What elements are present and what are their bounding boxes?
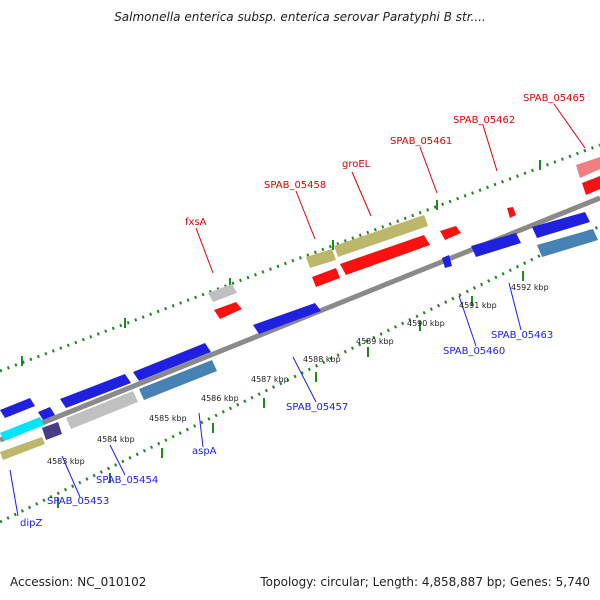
genome-summary-label: Topology: circular; Length: 4,858,887 bp… — [260, 575, 590, 589]
bottom-leader-lines — [9, 282, 522, 517]
gene-feature-olive[interactable] — [0, 437, 45, 460]
gene-feature-blue[interactable] — [253, 303, 321, 334]
upper-dotted-guide — [0, 143, 600, 373]
gene-feature-blue[interactable] — [133, 343, 211, 381]
gene-feature-red[interactable] — [440, 226, 461, 240]
gene-label[interactable]: SPAB_05463 — [491, 330, 553, 341]
gene-label[interactable]: aspA — [192, 446, 217, 457]
gene-feature-silver[interactable] — [66, 391, 138, 429]
gene-feature-steel[interactable] — [537, 229, 598, 257]
gene-feature-blue[interactable] — [38, 407, 55, 420]
gene-label[interactable]: SPAB_05462 — [453, 115, 515, 126]
gene-feature-olive[interactable] — [334, 215, 428, 257]
ruler-label: 4584 kbp — [97, 435, 135, 444]
gene-feature-red[interactable] — [340, 235, 430, 275]
lower-major-ticks — [57, 271, 524, 508]
gene-feature-pink[interactable] — [576, 157, 600, 178]
gene-label[interactable]: SPAB_05454 — [96, 475, 158, 486]
gene-label[interactable]: fxsA — [185, 217, 207, 228]
gene-feature-blue[interactable] — [0, 398, 35, 418]
gene-feature-blue[interactable] — [442, 255, 452, 268]
ruler-label: 4589 kbp — [356, 337, 394, 346]
ruler-labels: 4583 kbp 4584 kbp 4585 kbp 4586 kbp 4587… — [47, 283, 549, 466]
gene-feature-red[interactable] — [507, 207, 516, 218]
gene-label[interactable]: SPAB_05458 — [264, 180, 326, 191]
ruler-label: 4587 kbp — [251, 375, 289, 384]
gene-feature-blue[interactable] — [532, 212, 590, 238]
ruler-label: 4590 kbp — [407, 319, 445, 328]
gene-feature-red[interactable] — [312, 268, 340, 287]
gene-label[interactable]: dipZ — [20, 518, 42, 529]
ruler-label: 4592 kbp — [511, 283, 549, 292]
ruler-label: 4583 kbp — [47, 457, 85, 466]
gene-feature-cyan[interactable] — [0, 417, 44, 441]
top-leader-lines — [195, 103, 586, 274]
gene-feature-red[interactable] — [582, 176, 600, 195]
ruler-label: 4586 kbp — [201, 394, 239, 403]
upper-major-ticks — [21, 160, 541, 366]
gene-feature-steel[interactable] — [139, 360, 217, 400]
genome-title: Salmonella enterica subsp. enterica sero… — [114, 10, 486, 24]
gene-feature-olive[interactable] — [306, 249, 336, 268]
gene-feature-purple[interactable] — [42, 422, 62, 440]
lower-dotted-guide — [0, 224, 600, 524]
gene-feature-blue[interactable] — [60, 374, 131, 408]
gene-label[interactable]: SPAB_05461 — [390, 136, 452, 147]
gene-label[interactable]: groEL — [342, 159, 371, 170]
ruler-label: 4585 kbp — [149, 414, 187, 423]
gene-feature-silver[interactable] — [208, 284, 237, 302]
gene-label[interactable]: SPAB_05465 — [523, 93, 585, 104]
gene-feature-blue[interactable] — [471, 233, 521, 257]
gene-label[interactable]: SPAB_05457 — [286, 402, 348, 413]
gene-label[interactable]: SPAB_05453 — [47, 496, 109, 507]
ruler-label: 4591 kbp — [459, 301, 497, 310]
accession-label: Accession: NC_010102 — [10, 575, 147, 589]
gene-feature-red[interactable] — [214, 302, 242, 319]
gene-label[interactable]: SPAB_05460 — [443, 346, 505, 357]
ruler-label: 4588 kbp — [303, 355, 341, 364]
